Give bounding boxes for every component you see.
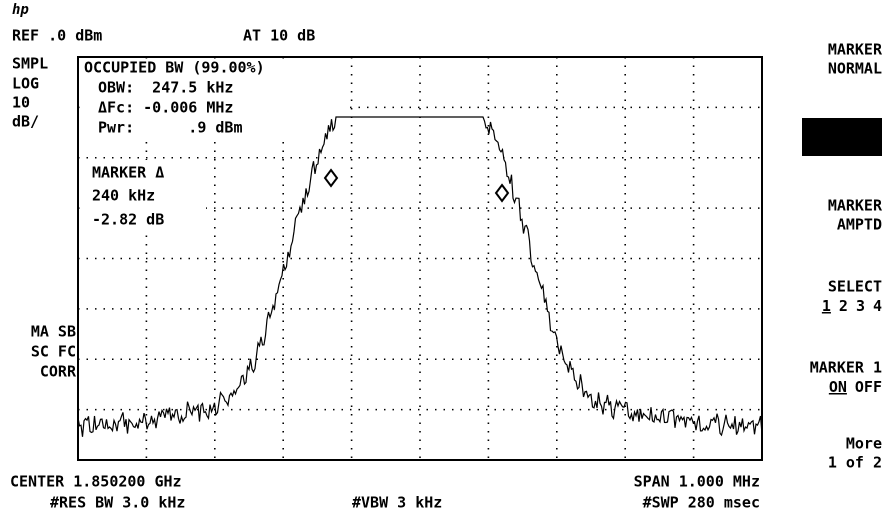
softkey-options: ON OFF [829,378,882,396]
side-label: 10 [12,94,30,112]
marker-line: -2.82 dB [92,211,164,229]
softkey-label: MARKER [828,197,883,215]
softkey-label: NORMAL [828,60,882,78]
measurement-title: OCCUPIED BW (99.00%) [84,59,265,77]
vbw: #VBW 3 kHz [352,494,442,512]
softkey-label: AMPTD [837,216,882,234]
side-label: SMPL [12,55,48,73]
marker-box [86,160,206,235]
span: SPAN 1.000 MHz [634,473,760,491]
logo: hp [12,2,29,18]
softkey-label: MARKER 1 [810,359,882,377]
measurement-line: OBW: 247.5 kHz [98,79,233,97]
softkey-label: MARKER [828,41,883,59]
marker-diamond [494,183,510,203]
softkey-option[interactable]: 2 [839,297,848,315]
side-label: SC FC [31,343,76,361]
softkey-label: SELECT [828,278,882,296]
marker-diamond [323,168,339,188]
ref-level: REF .0 dBm [12,27,102,45]
softkey[interactable]: MARKER 1ON OFF [810,359,882,396]
marker-line: MARKER Δ [92,164,164,182]
softkey-option[interactable]: 3 [856,297,865,315]
softkey-option[interactable]: ON [829,378,847,396]
active-softkey[interactable] [802,118,882,156]
center-freq: CENTER 1.850200 GHz [10,473,182,491]
sweep: #SWP 280 msec [643,494,760,512]
side-label: MA SB [31,323,76,341]
side-label: dB/ [12,113,39,131]
graticule [78,57,762,460]
marker-line: 240 kHz [92,187,155,205]
trace [77,116,763,437]
side-label: LOG [12,75,39,93]
measurement-line: ΔFc: -0.006 MHz [98,99,233,117]
softkey-option[interactable]: OFF [855,378,882,396]
softkey-label: More [846,435,882,453]
measurement-line: Pwr: .9 dBm [98,119,243,137]
side-label: CORR [40,363,77,381]
measurement-box [82,60,344,142]
attenuation: AT 10 dB [243,27,315,45]
softkey-label: 1 of 2 [828,454,882,472]
softkey-option[interactable]: 4 [873,297,882,315]
softkey-option[interactable]: 1 [822,297,831,315]
res-bw: #RES BW 3.0 kHz [50,494,185,512]
